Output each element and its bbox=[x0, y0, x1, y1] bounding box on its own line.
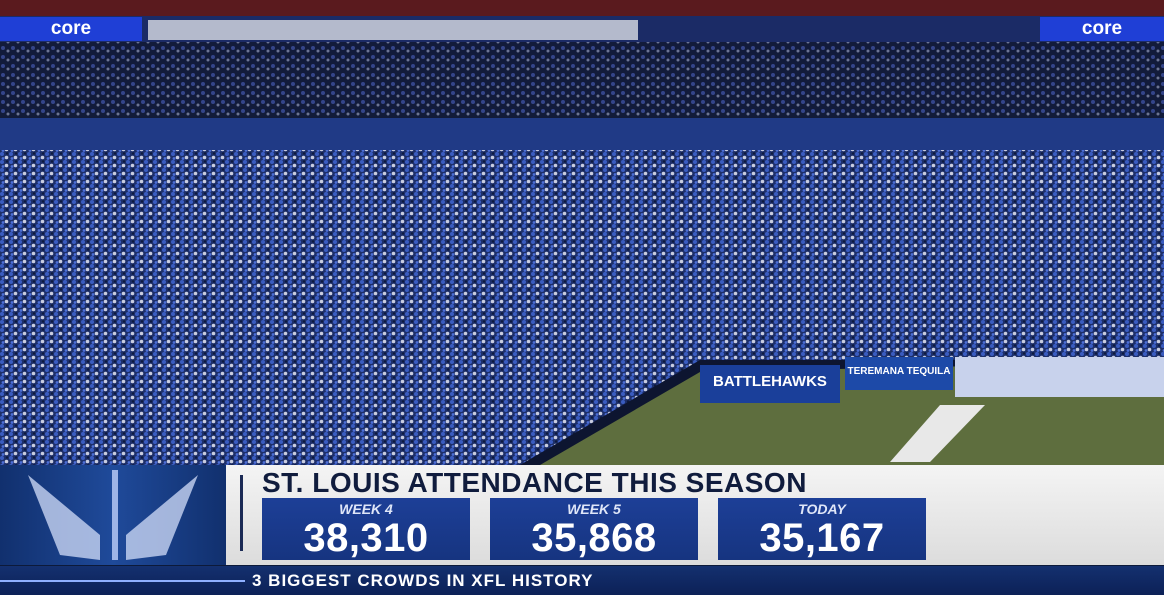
front-crowd bbox=[0, 240, 1164, 465]
sponsor-banner-text: TEREMANA TEQUILA bbox=[848, 366, 951, 377]
stat-label: WEEK 5 bbox=[567, 501, 621, 517]
team-banner-text: BATTLEHAWKS bbox=[713, 373, 827, 390]
ad-board: core bbox=[1040, 17, 1164, 41]
stat-label: WEEK 4 bbox=[339, 501, 393, 517]
stat-value: 38,310 bbox=[303, 516, 429, 560]
stat-label: TODAY bbox=[798, 501, 846, 517]
sponsor-banner bbox=[845, 357, 953, 390]
club-level bbox=[0, 118, 1164, 152]
ad-board: core bbox=[0, 17, 142, 41]
logo-art bbox=[28, 470, 198, 560]
stat-value: 35,868 bbox=[531, 516, 657, 560]
stat-box: WEEK 4 38,310 bbox=[262, 498, 470, 560]
divider bbox=[240, 475, 243, 551]
stat-box: WEEK 5 35,868 bbox=[490, 498, 698, 560]
stat-value: 35,167 bbox=[759, 516, 885, 560]
graphic-title: ST. LOUIS ATTENDANCE THIS SEASON bbox=[262, 467, 807, 498]
footer-rule bbox=[0, 580, 245, 582]
upper-crowd bbox=[0, 42, 1164, 120]
upper-seats bbox=[0, 0, 1164, 16]
stadium-scene: BATTLEHAWKS TEREMANA TEQUILA bbox=[0, 0, 1164, 465]
team-logo bbox=[0, 465, 226, 565]
footer-text: 3 BIGGEST CROWDS IN XFL HISTORY bbox=[252, 571, 594, 590]
footer-bar: 3 BIGGEST CROWDS IN XFL HISTORY bbox=[0, 566, 1164, 595]
end-zone-marking bbox=[890, 405, 985, 462]
team-banner bbox=[700, 365, 840, 403]
wall-banner bbox=[955, 357, 1164, 397]
ribbon-panel bbox=[148, 20, 638, 40]
stat-box: TODAY 35,167 bbox=[718, 498, 926, 560]
